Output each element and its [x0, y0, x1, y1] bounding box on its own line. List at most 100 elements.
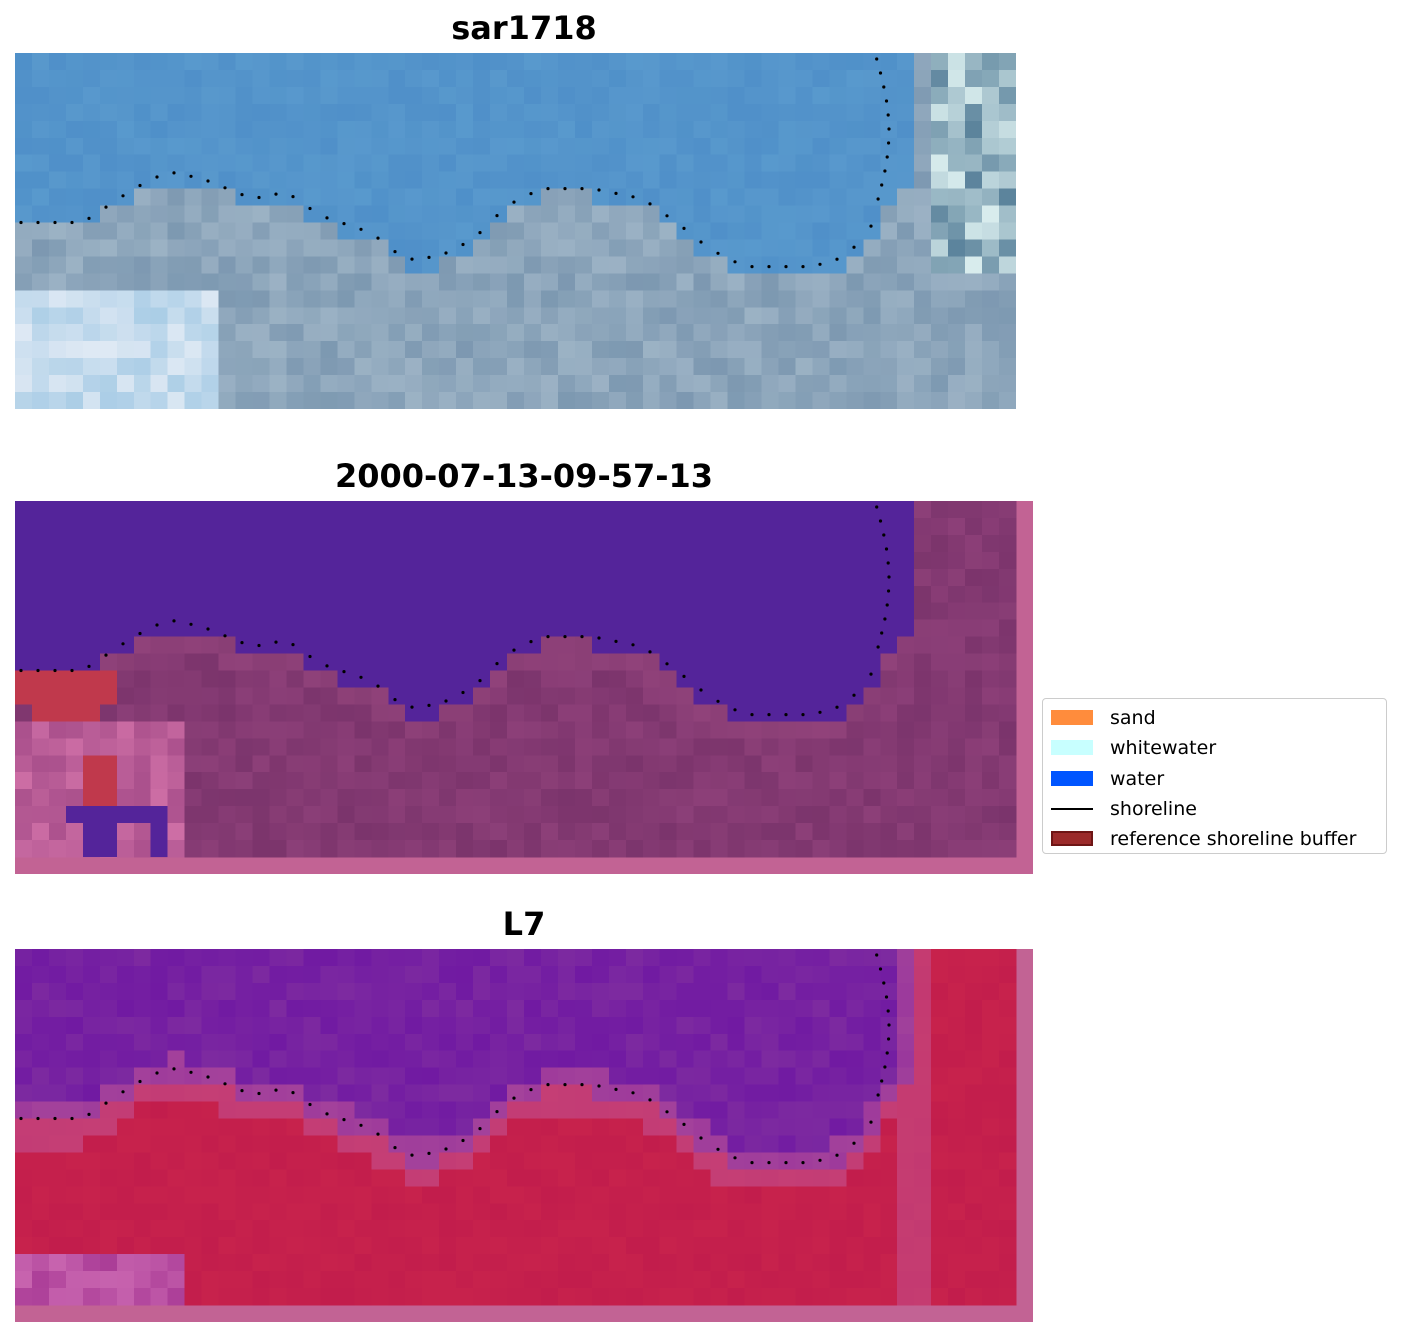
pixel-cell — [625, 501, 644, 519]
pixel-cell — [507, 86, 525, 105]
pixel-cell — [931, 392, 949, 409]
pixel-cell — [269, 721, 288, 739]
pixel-cell — [710, 823, 729, 841]
pixel-cell — [540, 103, 559, 122]
pixel-cell — [676, 1135, 695, 1154]
pixel-cell — [133, 1084, 152, 1103]
pixel-cell — [388, 585, 406, 604]
pixel-cell — [608, 222, 627, 241]
pixel-cell — [744, 636, 763, 655]
pixel-cell — [320, 670, 338, 689]
pixel-cell — [15, 256, 33, 274]
pixel-cell — [303, 1169, 321, 1187]
pixel-cell — [354, 517, 372, 536]
pixel-cell — [829, 789, 847, 807]
pixel-cell — [659, 1101, 678, 1120]
pixel-cell — [846, 636, 864, 655]
pixel-cell — [778, 999, 797, 1018]
pixel-cell — [761, 602, 780, 621]
pixel-cell — [659, 1254, 678, 1272]
pixel-cell — [557, 982, 576, 1001]
pixel-cell — [320, 1169, 338, 1187]
pixel-cell — [965, 1067, 983, 1086]
pixel-cell — [439, 1101, 457, 1120]
pixel-cell — [880, 239, 898, 258]
pixel-cell — [761, 171, 780, 190]
pixel-cell — [184, 517, 203, 536]
pixel-cell — [608, 1084, 627, 1103]
pixel-cell — [422, 517, 440, 536]
pixel-cell — [388, 103, 406, 122]
pixel-cell — [948, 982, 966, 1001]
pixel-cell — [999, 1016, 1017, 1035]
pixel-cell — [829, 86, 847, 105]
pixel-cell — [642, 534, 661, 553]
pixel-cell — [252, 517, 271, 536]
pixel-cell — [473, 137, 491, 156]
pixel-cell — [761, 1067, 780, 1086]
shoreline-dot — [308, 1102, 312, 1107]
pixel-cell — [863, 103, 881, 122]
pixel-cell — [931, 965, 949, 984]
pixel-cell — [608, 69, 627, 88]
pixel-cell — [235, 501, 254, 519]
pixel-cell — [133, 375, 152, 393]
pixel-cell — [914, 256, 932, 274]
pixel-cell — [422, 120, 440, 139]
pixel-cell — [218, 392, 237, 409]
pixel-cell — [795, 602, 814, 621]
pixel-cell — [269, 53, 288, 71]
pixel-cell — [456, 653, 474, 672]
pixel-cell — [439, 999, 457, 1018]
pixel-cell — [863, 755, 881, 773]
pixel-cell — [523, 1050, 542, 1069]
pixel-cell — [184, 290, 203, 308]
pixel-cell — [812, 551, 830, 570]
pixel-cell — [965, 772, 983, 790]
shoreline-dot — [444, 1147, 448, 1151]
pixel-cell — [320, 341, 338, 359]
pixel-cell — [812, 789, 830, 807]
pixel-cell — [795, 823, 814, 841]
pixel-cell — [48, 823, 67, 841]
pixel-cell — [235, 789, 254, 807]
pixel-cell — [490, 653, 508, 672]
pixel-cell — [557, 375, 576, 393]
pixel-cell — [15, 222, 33, 241]
pixel-cell — [167, 517, 186, 536]
pixel-cell — [693, 53, 712, 71]
pixel-cell — [31, 290, 50, 308]
pixel-cell — [727, 670, 746, 689]
pixel-cell — [727, 704, 746, 722]
pixel-cell — [812, 358, 830, 376]
pixel-cell — [863, 273, 881, 291]
pixel-cell — [167, 1288, 186, 1306]
pixel-cell — [167, 1152, 186, 1170]
pixel-cell — [795, 1016, 814, 1035]
pixel-cell — [727, 534, 746, 553]
pixel-cell — [948, 653, 966, 672]
pixel-cell — [591, 653, 610, 672]
pixel-cell — [948, 1135, 966, 1154]
pixel-cell — [303, 1254, 321, 1272]
pixel-cell — [507, 358, 525, 376]
pixel-cell — [846, 653, 864, 672]
pixel-cell — [829, 982, 847, 1001]
pixel-cell — [116, 1101, 135, 1120]
pixel-cell — [846, 789, 864, 807]
pixel-cell — [761, 1288, 780, 1306]
pixel-cell — [897, 1101, 915, 1120]
pixel-cell — [99, 1152, 118, 1170]
pixel-cell — [218, 103, 237, 122]
pixel-cell — [422, 721, 440, 739]
pixel-cell — [320, 1050, 338, 1069]
pixel-cell — [167, 239, 186, 258]
pixel-cell — [473, 1186, 491, 1204]
pixel-cell — [337, 738, 355, 756]
pixel-cell — [371, 721, 389, 739]
pixel-cell — [744, 1101, 763, 1120]
pixel-cell — [116, 755, 135, 773]
pixel-cell — [286, 324, 305, 342]
pixel-cell — [150, 619, 169, 638]
pixel-cell — [31, 69, 50, 88]
